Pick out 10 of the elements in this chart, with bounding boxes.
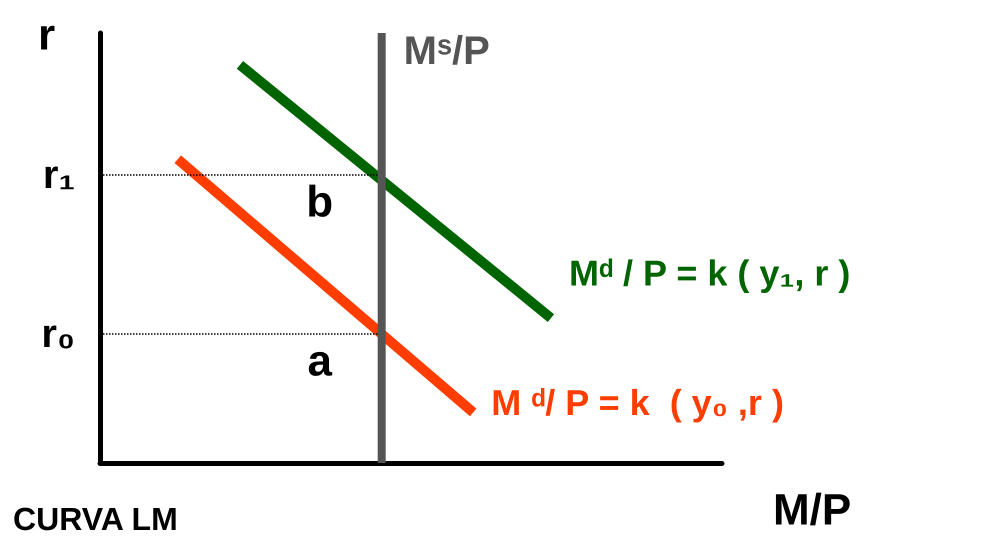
x-axis-title: M/P bbox=[773, 486, 852, 534]
series-label: Mᵈ / P = k ( y₁, r ) bbox=[568, 252, 850, 294]
annotation: a bbox=[307, 336, 332, 386]
annotation: Mˢ/P bbox=[404, 29, 490, 73]
annotation: b bbox=[306, 178, 334, 227]
text: CURVA LM bbox=[13, 501, 178, 537]
series-label: M ᵈ/ P = k ( y₀ ,r ) bbox=[491, 382, 784, 423]
y-axis-title: r bbox=[38, 10, 56, 60]
ref-line-label: r₀ bbox=[41, 312, 75, 356]
ref-line-label: r₁ bbox=[42, 153, 75, 198]
